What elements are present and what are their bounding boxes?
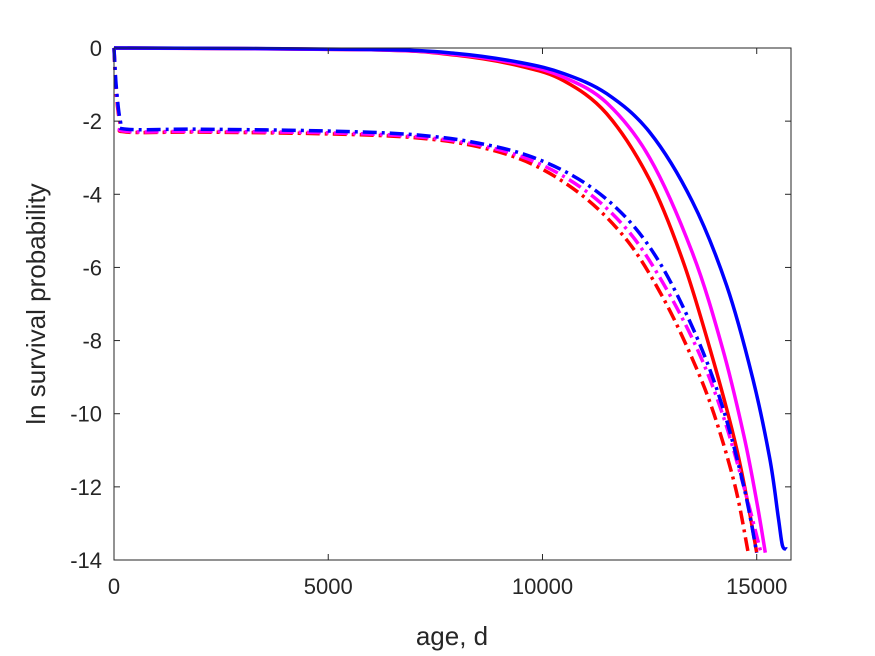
series-line-3 (113, 46, 788, 551)
y-tick-label: -8 (82, 329, 102, 354)
tick-group: 0 5000 10000 15000 0 -2 -4 -6 -8 -10 -12 -14 (70, 36, 791, 599)
series-line-6 (112, 47, 759, 554)
x-tick-label: 5000 (304, 574, 353, 599)
y-tick-label: 0 (90, 36, 102, 61)
y-tick-label: -12 (70, 475, 102, 500)
y-tick-label: -10 (70, 402, 102, 427)
y-axis-label: ln survival probability (21, 183, 51, 424)
series-group (112, 46, 788, 554)
y-tick-label: -14 (70, 548, 102, 573)
y-tick-label: -2 (82, 109, 102, 134)
plot-frame (113, 47, 792, 561)
x-tick-label: 10000 (512, 574, 573, 599)
y-tick-label: -4 (82, 182, 102, 207)
x-axis-label: age, d (416, 621, 488, 651)
x-tick-label: 0 (108, 574, 120, 599)
series-line-5 (112, 47, 763, 554)
x-tick-label: 15000 (726, 574, 787, 599)
y-tick-label: -6 (82, 255, 102, 280)
